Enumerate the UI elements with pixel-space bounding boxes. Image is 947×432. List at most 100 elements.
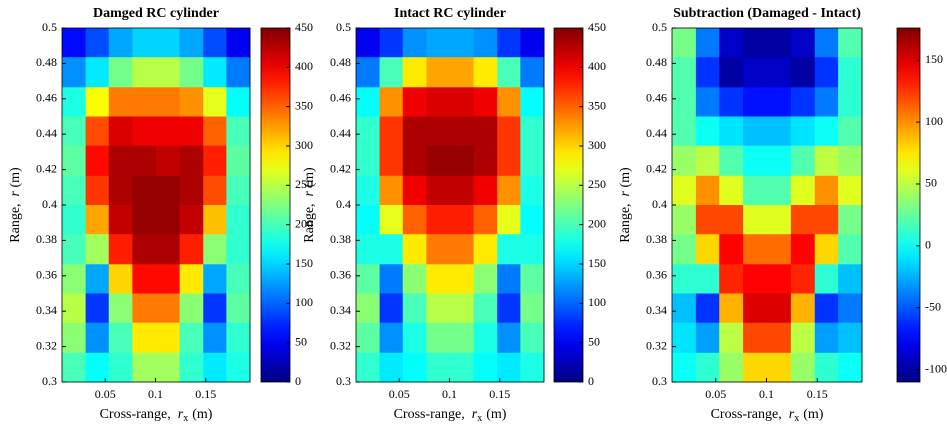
heatmap-cell [156, 28, 181, 58]
heatmap-cell [179, 352, 204, 383]
label-part: (m) [803, 407, 824, 422]
y-tick-label: 0.46 [36, 91, 57, 105]
heatmap-cell [767, 205, 792, 235]
heatmap-cell [719, 116, 744, 147]
colorbar-tick-label: 0 [588, 374, 594, 388]
heatmap-cell [179, 87, 204, 117]
heatmap-cell [695, 28, 720, 58]
heatmap-cell [156, 57, 181, 88]
heatmap-cell [520, 234, 545, 265]
heatmap-cell [743, 28, 768, 58]
heatmap-cell [203, 322, 227, 354]
heatmap-cell [62, 322, 87, 354]
heatmap-cell [203, 57, 227, 88]
heatmap-cell [497, 205, 521, 235]
heatmap-cell [450, 205, 475, 235]
heatmap-cell [226, 87, 251, 117]
heatmap-cell [356, 57, 381, 88]
heatmap-cell [473, 57, 498, 88]
heatmap-cell [450, 116, 475, 147]
y-tick-label: 0.42 [646, 161, 667, 175]
heatmap-cell [473, 293, 498, 324]
heatmap-cell [450, 352, 475, 383]
heatmap-cell [695, 145, 720, 177]
heatmap-cell [226, 116, 251, 147]
heatmap-cell [790, 234, 816, 265]
y-tick-label: 0.3 [336, 374, 351, 388]
heatmap-cell [85, 87, 110, 117]
heatmap-cell [132, 145, 157, 177]
heatmap-cell [379, 175, 404, 206]
heatmap-cell [85, 116, 110, 147]
colorbar-tick-label: 250 [588, 177, 606, 191]
heatmap-cell [379, 205, 404, 235]
y-tick-label: 0.48 [36, 55, 57, 69]
heatmap-cell [226, 57, 251, 88]
y-tick-label: 0.4 [652, 197, 667, 211]
y-tick-label: 0.36 [36, 268, 57, 282]
heatmap-cell [108, 205, 133, 235]
heatmap-cell [473, 28, 498, 58]
y-tick-label: 0.44 [646, 126, 667, 140]
heatmap-cell [426, 175, 451, 206]
heatmap-cell [379, 28, 404, 58]
panel-title: Subtraction (Damaged - Intact) [673, 6, 861, 21]
heatmap-cell [695, 234, 720, 265]
label-part: (m) [618, 167, 633, 188]
heatmap-cell [132, 116, 157, 147]
heatmap-cell [62, 116, 87, 147]
heatmap-cell [767, 87, 792, 117]
heatmap-cell [356, 234, 381, 265]
heatmap-cell [379, 293, 404, 324]
heatmap-cell [790, 28, 816, 58]
y-tick-label: 0.46 [646, 91, 667, 105]
heatmap-cell [743, 205, 768, 235]
heatmap-cell [473, 352, 498, 383]
heatmap-cell [695, 352, 720, 383]
heatmap-cell [62, 87, 87, 117]
heatmap-cell [814, 293, 839, 324]
label-part: r [178, 407, 184, 422]
label-part: r [472, 407, 478, 422]
heatmap-cell [520, 57, 545, 88]
heatmap-cell [767, 352, 792, 383]
heatmap-cell [85, 352, 110, 383]
label-part: (m) [486, 407, 507, 422]
heatmap-cell [426, 28, 451, 58]
heatmap-cell [85, 145, 110, 177]
y-tick-label: 0.34 [646, 303, 667, 317]
y-tick-label: 0.34 [330, 303, 351, 317]
heatmap-cell [226, 205, 251, 235]
heatmap-cell [695, 322, 720, 354]
colorbar-tick-label: 200 [588, 216, 606, 230]
heatmap-cell [767, 264, 792, 294]
heatmap-cell [767, 175, 792, 206]
heatmap-cell [672, 234, 697, 265]
heatmap-cell [132, 293, 157, 324]
heatmap-cell [838, 205, 863, 235]
heatmap-cell [108, 57, 133, 88]
heatmap-cell [838, 145, 863, 177]
heatmap-cell [743, 322, 768, 354]
heatmap-cell [203, 87, 227, 117]
heatmap-cell [450, 322, 475, 354]
heatmap-cell [520, 264, 545, 294]
heatmap-cell [767, 57, 792, 88]
heatmap-cell [672, 322, 697, 354]
colorbar-tick-label: 450 [295, 20, 313, 34]
label-part: r [302, 190, 317, 196]
heatmap-cell [179, 57, 204, 88]
heatmap-cell [838, 264, 863, 294]
panel: 0.05 0.1 0.15 0.3 0.32 0.34 0.36 0.38 0.4 0.42 0.4… [302, 6, 606, 424]
colorbar-tick-label: 250 [295, 177, 313, 191]
heatmap-cell [426, 116, 451, 147]
heatmap-cell [473, 205, 498, 235]
heatmap-cell [156, 293, 181, 324]
heatmap-cell [85, 293, 110, 324]
heatmap-cell [838, 87, 863, 117]
heatmap-cell [402, 322, 427, 354]
label-part: (m) [192, 407, 213, 422]
heatmap-cell [62, 293, 87, 324]
heatmap-cell [790, 352, 816, 383]
heatmap-cell [85, 205, 110, 235]
